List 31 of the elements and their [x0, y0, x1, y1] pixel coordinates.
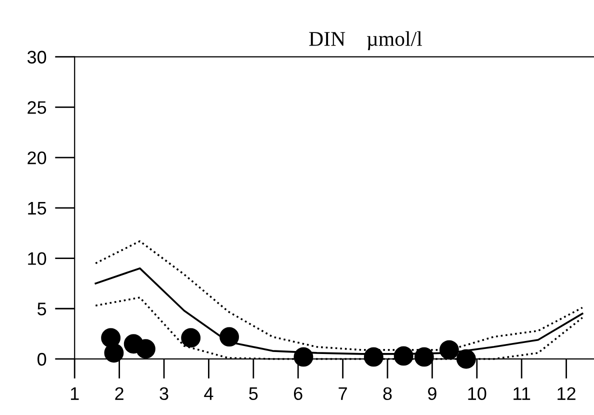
x-tick-label: 6	[294, 387, 302, 400]
x-tick-label: 10	[468, 387, 486, 400]
x-tick-label: 8	[383, 387, 392, 400]
x-tick-label: 3	[160, 387, 168, 400]
point	[394, 346, 414, 366]
y-tick-label: 0	[37, 352, 46, 366]
point	[181, 328, 201, 348]
x-tick-label: 11	[514, 387, 530, 400]
x-tick-label: 1	[70, 387, 79, 400]
x-tick-label: 4	[204, 387, 214, 400]
point	[364, 347, 384, 367]
y-tick-label: 20	[28, 151, 46, 164]
chart-title: DIN µmol/l	[309, 31, 422, 50]
point	[294, 347, 314, 367]
x-tick-label: 7	[338, 387, 347, 400]
point	[136, 339, 156, 359]
y-tick-label: 30	[27, 50, 46, 64]
x-tick-label: 9	[428, 387, 436, 400]
x-tick-label: 5	[249, 387, 258, 400]
y-tick-label: 5	[38, 302, 46, 316]
point	[104, 343, 124, 363]
point	[439, 340, 459, 360]
point	[101, 328, 121, 348]
x-tick-label: 12	[558, 387, 576, 400]
point	[220, 327, 239, 347]
y-tick-label: 15	[28, 202, 46, 215]
point	[456, 349, 476, 369]
x-tick-label: 2	[115, 387, 124, 400]
y-tick-label: 25	[28, 101, 46, 114]
point	[414, 347, 434, 367]
y-tick-label: 10	[28, 252, 46, 265]
